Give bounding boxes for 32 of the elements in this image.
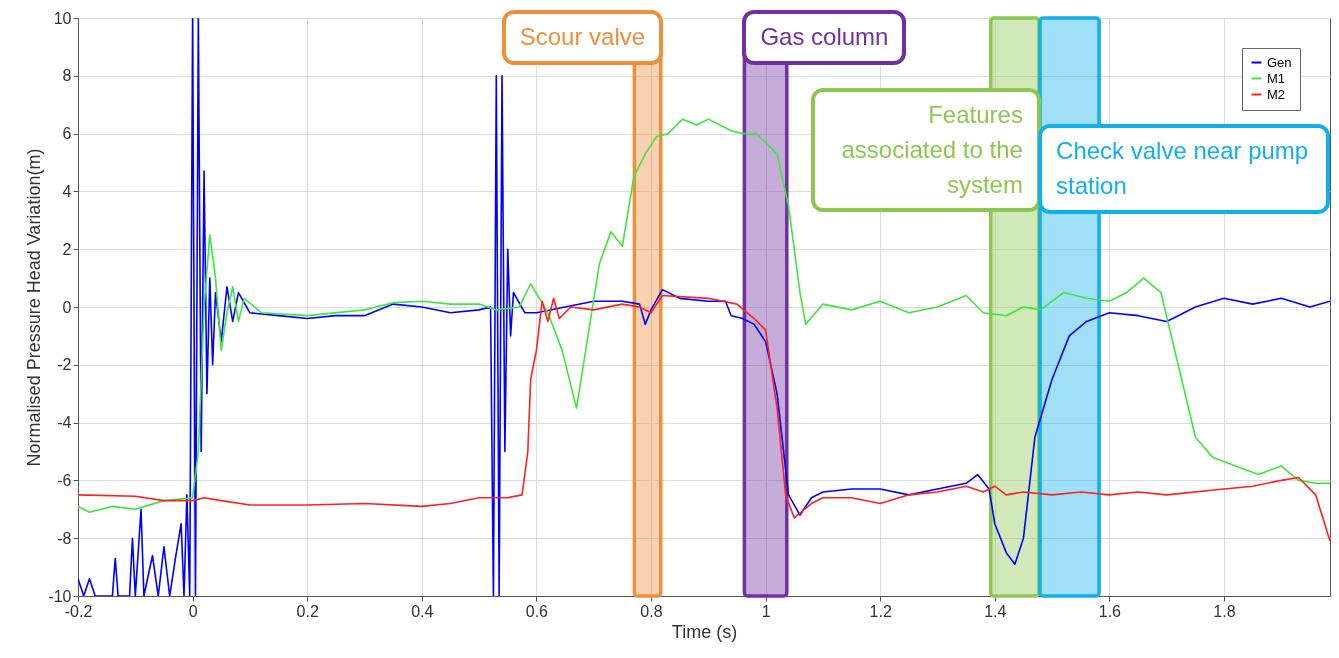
line-series [78,294,1330,542]
x-tick-label: 0 [188,602,198,620]
y-axis-title: Normalised Pressure Head Variation(m) [24,148,45,467]
y-tick-label: -2 [57,356,72,374]
band-label: Check valve near pump station [1038,124,1331,214]
y-tick-label: 8 [62,67,72,85]
y-tick-label: 4 [62,182,72,200]
y-tick-label: -10 [48,587,72,605]
legend-label: M2 [1267,86,1286,102]
y-tick-label: 0 [62,298,72,316]
x-tick-label: 1.8 [1213,602,1236,620]
band-label: Gas column [742,10,907,65]
y-tick-label: 2 [62,240,72,258]
y-tick-label: 10 [53,9,72,27]
x-tick-label: 0.6 [525,602,549,620]
legend-label: M1 [1267,70,1286,86]
band-label: Scour valve [501,10,664,65]
y-tick-label: -8 [57,529,72,547]
legend-label: Gen [1267,54,1292,70]
x-tick-label: 0.8 [640,602,663,620]
y-tick-label: -6 [57,471,72,489]
x-tick-label: 0.4 [411,602,434,620]
x-tick-label: 1.6 [1098,602,1122,620]
x-tick-label: 0.2 [296,602,319,620]
band-label: Features associated to the system [810,88,1041,213]
x-tick-label: 1.2 [869,602,892,620]
x-axis-title: Time (s) [671,621,738,642]
x-tick-label: 1 [761,602,771,620]
y-tick-label: -4 [57,414,72,432]
x-tick-label: -0.2 [64,602,93,620]
x-tick-label: 1.4 [984,602,1007,620]
y-tick-label: 6 [62,125,72,143]
